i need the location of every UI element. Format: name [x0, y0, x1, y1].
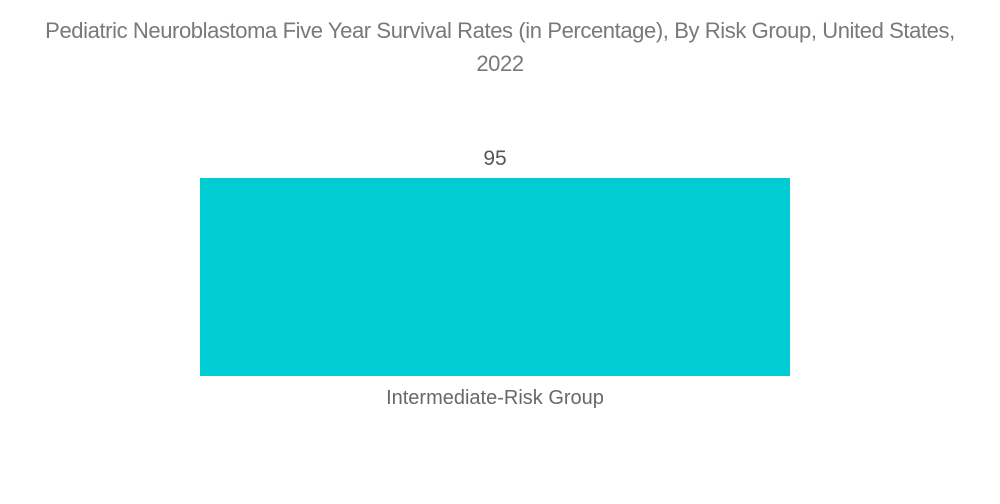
- chart-title: Pediatric Neuroblastoma Five Year Surviv…: [45, 18, 955, 76]
- bar-intermediate-risk-group[interactable]: [200, 178, 790, 376]
- plot-area: 95: [200, 130, 790, 376]
- category-axis-label: Intermediate-Risk Group: [386, 387, 604, 409]
- bar-value-label: 95: [483, 147, 507, 170]
